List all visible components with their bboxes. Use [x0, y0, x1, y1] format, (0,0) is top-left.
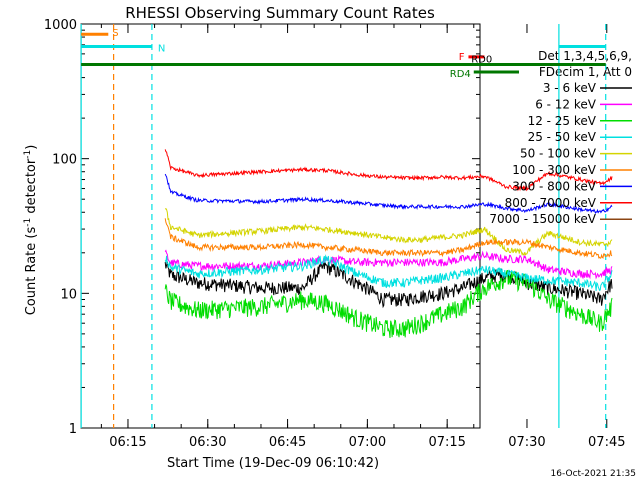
series-line	[164, 173, 613, 215]
x-tick-label: 06:45	[269, 435, 306, 450]
y-tick-label: 100	[52, 153, 77, 168]
x-tick-label: 07:45	[588, 435, 625, 450]
series-line	[164, 270, 613, 339]
x-axis-label: Start Time (19-Dec-09 06:10:42)	[167, 456, 379, 471]
annotation-label: N	[158, 44, 165, 55]
legend-label: 50 - 100 keV	[520, 147, 597, 161]
legend-header-line: FDecim 1, Att 0	[539, 65, 632, 79]
legend-label: 12 - 25 keV	[528, 114, 597, 128]
series-line	[164, 207, 613, 257]
annotation-label: S	[112, 28, 118, 39]
x-tick-label: 07:00	[349, 435, 386, 450]
series-line	[164, 249, 613, 280]
legend-label: 300 - 800 keV	[512, 179, 596, 193]
x-tick-label: 07:15	[428, 435, 465, 450]
annotation-label: RD4	[450, 69, 471, 80]
legend-label: 25 - 50 keV	[528, 130, 597, 144]
series-line	[164, 260, 613, 309]
y-tick-label: 1000	[44, 18, 77, 33]
series-line	[164, 254, 613, 291]
series-line	[164, 218, 613, 259]
x-tick-label: 06:30	[189, 435, 226, 450]
y-tick-label: 1	[69, 422, 77, 437]
legend-label: 100 - 300 keV	[512, 163, 596, 177]
legend-label: 6 - 12 keV	[535, 97, 597, 111]
series-line	[164, 149, 613, 192]
annotation-label: RD0	[471, 55, 492, 66]
plot-area: 1 10 100 1000 06:15 06:30 06:45 07:00 07:15 07:30…	[44, 18, 632, 450]
x-tick-label: 06:15	[109, 435, 146, 450]
legend-label: 7000 - 15000 keV	[489, 212, 596, 226]
chart-title: RHESSI Observing Summary Count Rates	[125, 4, 435, 22]
x-tick-label: 07:30	[508, 435, 545, 450]
legend-header-line: Det 1,3,4,5,6,9,	[538, 49, 632, 63]
annotation-label: F	[459, 52, 465, 63]
legend-label: 800 - 7000 keV	[505, 196, 597, 210]
y-tick-label: 10	[60, 287, 77, 302]
legend-label: 3 - 6 keV	[543, 81, 597, 95]
y-axis-label: Count Rate (s-1 detector-1)	[23, 145, 39, 316]
footer-timestamp: 16-Oct-2021 21:35	[551, 469, 636, 479]
